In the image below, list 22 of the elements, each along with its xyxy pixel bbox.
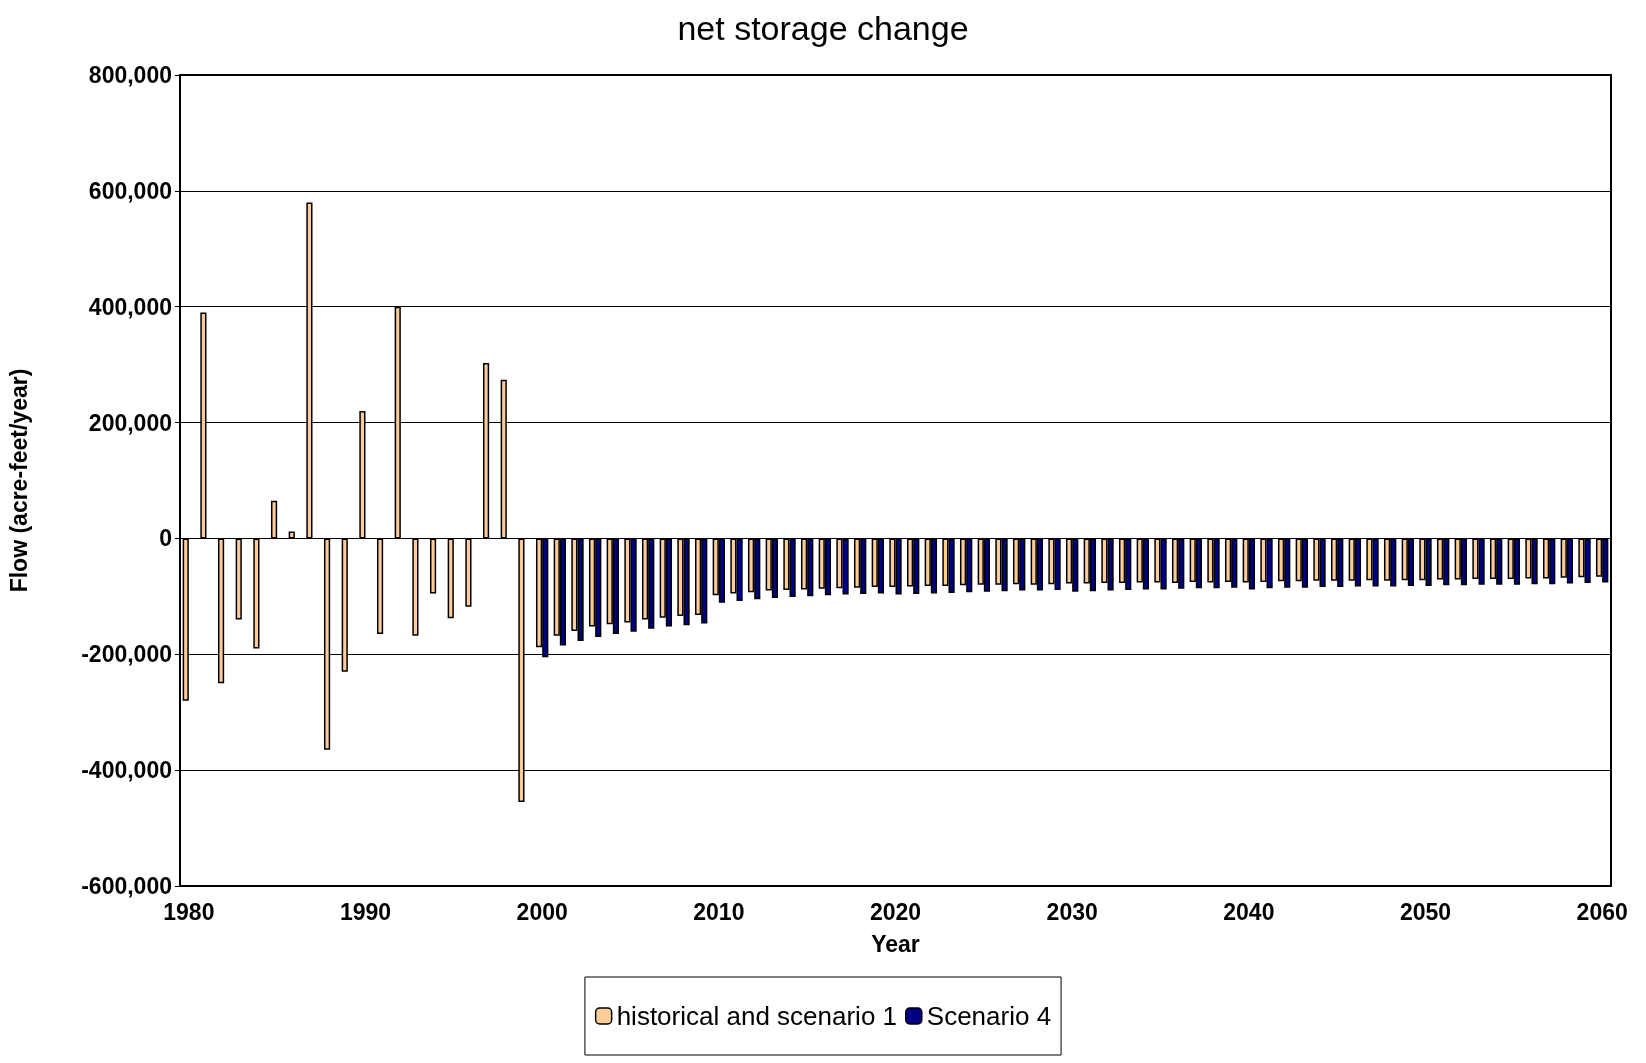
x-tick-label: 2040 [1223, 898, 1275, 925]
x-tick-label: 2000 [516, 898, 568, 925]
y-tick-label: 600,000 [88, 177, 172, 204]
y-tick-label: -400,000 [81, 757, 172, 784]
y-tick-label: 400,000 [88, 293, 172, 320]
x-tick-label: 2050 [1399, 898, 1452, 925]
x-tick-label: 2030 [1046, 898, 1098, 925]
y-tick-label: -600,000 [81, 873, 172, 899]
x-tick-label: 2060 [1576, 898, 1628, 925]
y-tick-label: 200,000 [88, 409, 172, 436]
chart-title: net storage change [677, 9, 969, 47]
y-tick-label: 800,000 [88, 62, 172, 88]
legend-label: Scenario 4 [926, 1001, 1052, 1031]
x-tick-label: 2020 [869, 898, 922, 925]
legend-label: historical and scenario 1 [616, 1001, 898, 1031]
y-tick-label: -200,000 [81, 641, 172, 668]
x-tick-label: 1980 [163, 898, 215, 925]
x-tick-label: 2010 [693, 898, 745, 925]
x-tick-label: 1990 [339, 898, 392, 925]
x-axis-title: Year [871, 930, 920, 957]
y-axis-title: Flow (acre-feet/year) [5, 368, 32, 593]
y-tick-label: 0 [159, 525, 172, 552]
